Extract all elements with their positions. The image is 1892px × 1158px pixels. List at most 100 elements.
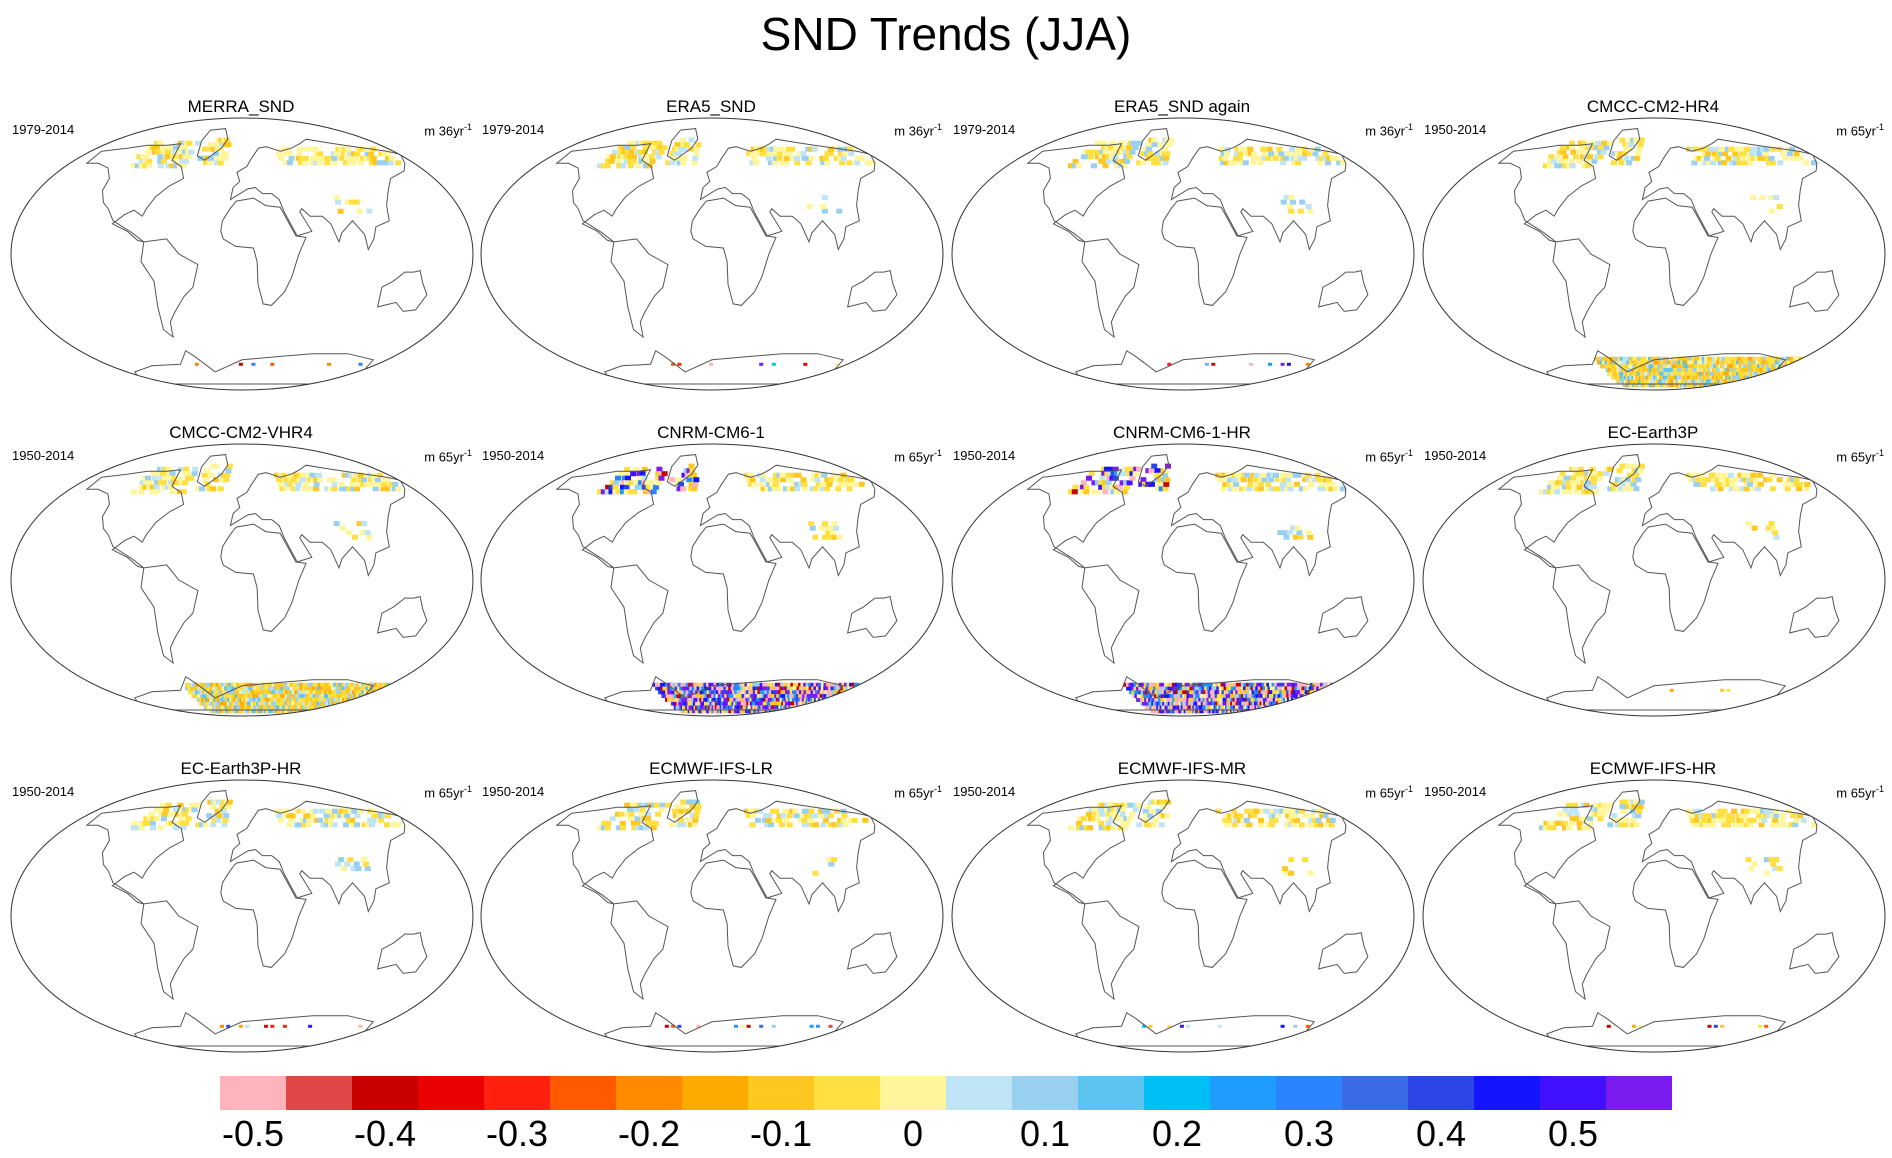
- trend-cell: [1567, 811, 1573, 817]
- trend-cell: [1597, 807, 1604, 813]
- trend-cell: [1717, 160, 1724, 166]
- colorbar-box: [352, 1076, 418, 1110]
- trend-cell: [854, 160, 860, 166]
- trend-cell: [836, 534, 843, 540]
- trend-cell: [1210, 682, 1216, 687]
- trend-cell: [759, 477, 766, 483]
- trend-cell: [1230, 813, 1237, 819]
- trend-cell: [1162, 472, 1169, 478]
- trend-cell: [1558, 163, 1565, 169]
- trend-cell: [790, 701, 796, 706]
- trend-cell: [1128, 682, 1134, 687]
- trend-cell: [788, 709, 794, 714]
- trend-cell: [1746, 477, 1752, 483]
- trend-cell: [1238, 682, 1244, 687]
- panel-title: ECMWF-IFS-HR: [1589, 759, 1717, 778]
- trend-cell: [1280, 705, 1286, 710]
- trend-cell: [630, 145, 637, 151]
- trend-cell: [1142, 808, 1149, 814]
- trend-cell: [1766, 477, 1773, 483]
- trend-cell: [295, 481, 302, 487]
- trend-cell: [1810, 822, 1817, 828]
- trend-cell: [376, 160, 383, 166]
- trend-cell: [1162, 160, 1169, 166]
- trend-cell: [785, 690, 791, 695]
- trend-cell: [791, 709, 797, 714]
- trend-cell: [1124, 158, 1130, 164]
- trend-cell: [1079, 489, 1086, 495]
- trend-cell: [146, 158, 153, 164]
- trend-cell: [824, 151, 831, 157]
- coastline-africa: [1632, 197, 1719, 306]
- trend-cell: [805, 160, 812, 166]
- trend-cell: [1743, 160, 1750, 166]
- trend-cell: [1182, 682, 1188, 687]
- trend-cell: [1577, 475, 1584, 481]
- trend-cell: [178, 816, 185, 822]
- trend-cell: [1275, 813, 1281, 819]
- trend-cell: [655, 480, 662, 486]
- panel-period: 1950-2014: [953, 448, 1016, 463]
- trend-cell: [1743, 822, 1750, 828]
- trend-cell: [1572, 484, 1579, 490]
- trend-cell: [1729, 481, 1736, 487]
- trend-cell: [1243, 817, 1250, 823]
- map-panel: CMCC-CM2-VHR4 1950-2014 m 65yr-1: [2, 423, 480, 717]
- trend-cell: [324, 160, 331, 166]
- trend-cell: [202, 822, 209, 828]
- trend-cell: [667, 697, 673, 702]
- map-panel: CNRM-CM6-1 1950-2014 m 65yr-1: [472, 423, 950, 717]
- trend-cell: [1732, 356, 1738, 361]
- trend-cell: [1120, 807, 1126, 813]
- trend-cell: [1580, 480, 1586, 486]
- trend-cell: [324, 155, 331, 161]
- trend-cell: [142, 484, 149, 490]
- trend-cell: [310, 813, 317, 819]
- trend-cell: [780, 477, 787, 483]
- trend-cell: [1094, 816, 1101, 822]
- trend-cell: [1320, 682, 1326, 687]
- panel-period: 1950-2014: [12, 784, 75, 799]
- trend-cell: [1550, 484, 1557, 490]
- trend-cell: [313, 160, 319, 166]
- trend-cell: [1593, 475, 1600, 481]
- trend-cell: [197, 155, 204, 161]
- trend-cell: [226, 1024, 231, 1028]
- trend-cell: [1126, 149, 1133, 155]
- trend-cell: [1746, 151, 1752, 157]
- trend-cell: [1728, 146, 1734, 152]
- trend-cell: [146, 820, 153, 826]
- trend-cell: [1790, 481, 1796, 487]
- trend-cell: [1098, 820, 1105, 826]
- trend-cell: [801, 155, 808, 161]
- trend-cell: [1718, 817, 1725, 823]
- trend-cell: [1708, 472, 1715, 478]
- trend-cell: [343, 682, 349, 687]
- colorbar-label: 0: [902, 1113, 924, 1154]
- trend-cell: [728, 694, 734, 699]
- trend-cell: [1558, 158, 1565, 164]
- trend-cell: [1638, 137, 1645, 143]
- trend-cell: [210, 804, 217, 810]
- trend-cell: [1659, 371, 1665, 376]
- trend-cell: [269, 697, 275, 702]
- trend-cell: [149, 820, 156, 826]
- trend-cell: [1075, 163, 1082, 169]
- trend-cell: [1699, 364, 1705, 369]
- trend-cell: [192, 682, 198, 687]
- trend-cell: [1636, 808, 1643, 814]
- trend-cell: [1687, 360, 1693, 365]
- coastline-north-america: [1497, 469, 1597, 569]
- trend-cell: [1160, 477, 1167, 483]
- trend-cell: [1789, 360, 1795, 365]
- trend-cell: [276, 151, 283, 157]
- trend-cell: [1697, 379, 1703, 384]
- trend-cell: [834, 472, 841, 478]
- trend-cell: [1308, 694, 1313, 699]
- trend-cell: [757, 146, 763, 152]
- trend-cell: [1236, 155, 1243, 161]
- trend-cell: [157, 154, 164, 160]
- coastline-greenland: [1608, 128, 1641, 161]
- trend-cell: [664, 1024, 669, 1028]
- trend-cell: [1769, 160, 1776, 166]
